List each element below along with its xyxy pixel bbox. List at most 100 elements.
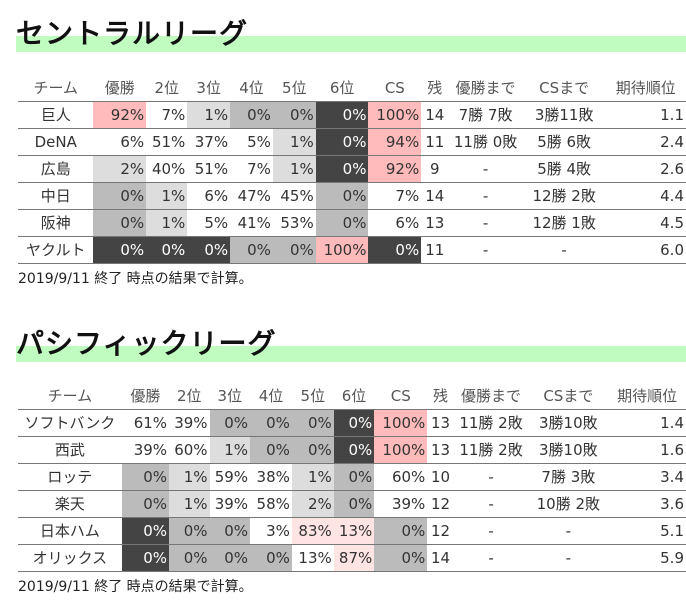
fourth-place-pct: 0% [250,409,292,437]
fourth-place-pct: 0% [250,544,292,572]
fourth-place-pct: 0% [230,236,273,264]
first-place-pct: 39% [121,436,170,464]
magic-to-win: 11勝 2敗 [453,409,529,437]
column-header-to-cs: CSまで [522,75,606,102]
second-place-pct: 7% [146,101,188,129]
column-header-expected: 期待順位 [608,383,686,410]
column-header-third: 3位 [209,383,251,410]
second-place-pct: 0% [146,236,188,264]
third-place-pct: 0% [209,517,251,545]
column-header-sixth: 6位 [315,75,369,102]
magic-to-win: - [448,236,523,264]
magic-to-win: - [453,544,529,572]
third-place-pct: 0% [209,409,251,437]
fourth-place-pct: 0% [230,101,273,129]
magic-to-win: - [453,517,529,545]
expected-rank: 4.5 [605,209,686,237]
fifth-place-pct: 13% [291,544,334,572]
fourth-place-pct: 47% [230,182,273,210]
team-name: 阪神 [18,209,94,237]
second-place-pct: 0% [169,517,210,545]
header-row: チーム 優勝 2位 3位 4位 5位 6位 CS 残優勝まで CSまで 期待順位 [18,383,686,410]
first-place-pct: 0% [93,182,147,210]
table-row: ロッテ 0% 1% 59% 38% 1% 0% 60% 10-7勝 3敗 3.4 [18,463,686,491]
first-place-pct: 0% [121,517,170,545]
standings-table: チーム 優勝 2位 3位 4位 5位 6位 CS 残優勝まで CSまで 期待順位 ソフトバンク 61%… [18,383,686,572]
table-row: 楽天 0% 1% 39% 58% 2% 0% 39% 12-10勝 2敗 3.6 [18,490,686,518]
magic-to-cs: - [522,236,606,264]
fourth-place-pct: 38% [250,463,292,491]
column-header-remaining: 残 [421,75,449,102]
cs-pct: 6% [368,209,422,237]
fifth-place-pct: 0% [272,236,316,264]
remaining-games: 13 [427,409,454,437]
cs-pct: 60% [374,463,428,491]
fifth-place-pct: 0% [291,436,334,464]
third-place-pct: 1% [209,436,251,464]
fifth-place-pct: 53% [272,209,316,237]
remaining-games: 13 [427,436,454,464]
expected-rank: 2.6 [605,155,686,183]
cs-pct: 7% [368,182,422,210]
column-header-team: チーム [18,75,94,102]
first-place-pct: 0% [93,209,147,237]
team-name: 日本ハム [18,517,122,545]
league-title: セントラルリーグ [16,17,249,50]
magic-to-cs: 3勝10敗 [528,436,609,464]
league-heading: セントラルリーグ [0,12,686,56]
second-place-pct: 1% [146,182,188,210]
column-header-expected: 期待順位 [605,75,686,102]
pacific-league-section: パシフィックリーグ チーム 優勝 2位 3位 4位 5位 6位 CS 残優勝まで CSまで 期待順位… [0,322,686,595]
sixth-place-pct: 0% [315,182,369,210]
second-place-pct: 60% [169,436,210,464]
table-row: オリックス 0% 0% 0% 0% 13% 87% 0% 14- -5.9 [18,544,686,572]
expected-rank: 2.4 [605,128,686,156]
magic-to-win: - [448,155,523,183]
sixth-place-pct: 0% [333,490,375,518]
column-header-fourth: 4位 [230,75,273,102]
team-name: 巨人 [18,101,94,129]
second-place-pct: 51% [146,128,188,156]
column-header-fifth: 5位 [272,75,316,102]
fourth-place-pct: 3% [250,517,292,545]
league-title: パシフィックリーグ [16,327,277,360]
cs-pct: 94% [368,128,422,156]
magic-to-win: - [453,463,529,491]
team-name: ヤクルト [18,236,94,264]
third-place-pct: 0% [209,544,251,572]
magic-to-win: 11勝 0敗 [448,128,523,156]
table-row: ヤクルト 0% 0% 0% 0% 0% 100% 0% 11- -6.0 [18,236,686,264]
third-place-pct: 1% [187,101,231,129]
fifth-place-pct: 0% [291,409,334,437]
heading-band [16,346,686,362]
table-row: DeNA 6% 51% 37% 5% 1% 0% 94% 11 11勝 0敗 5勝 6敗 2.4 [18,128,686,156]
magic-to-cs: 10勝 2敗 [528,490,609,518]
column-header-cs: CS [368,75,422,102]
magic-to-cs: 12勝 1敗 [522,209,606,237]
sixth-place-pct: 100% [315,236,369,264]
column-header-fourth: 4位 [250,383,292,410]
third-place-pct: 37% [187,128,231,156]
column-header-fifth: 5位 [291,383,334,410]
fourth-place-pct: 0% [250,436,292,464]
remaining-games: 10 [427,463,454,491]
magic-to-win: 7勝 7敗 [448,101,523,129]
fifth-place-pct: 2% [291,490,334,518]
first-place-pct: 92% [93,101,147,129]
team-name: 西武 [18,436,122,464]
fourth-place-pct: 41% [230,209,273,237]
first-place-pct: 61% [121,409,170,437]
expected-rank: 1.1 [605,101,686,129]
cs-pct: 100% [374,436,428,464]
third-place-pct: 59% [209,463,251,491]
sixth-place-pct: 0% [315,101,369,129]
header-row: チーム 優勝 2位 3位 4位 5位 6位 CS 残優勝まで CSまで 期待順位 [18,75,686,102]
sixth-place-pct: 87% [333,544,375,572]
remaining-games: 12 [427,490,454,518]
team-name: 中日 [18,182,94,210]
table-row: 西武 39% 60% 1% 0% 0% 0% 100% 13 11勝 2敗 3勝10敗 1.6 [18,436,686,464]
magic-to-cs: - [528,544,609,572]
team-name: ロッテ [18,463,122,491]
magic-to-win: - [448,182,523,210]
table-row: 日本ハム 0% 0% 0% 3% 83% 13% 0% 12- -5.1 [18,517,686,545]
